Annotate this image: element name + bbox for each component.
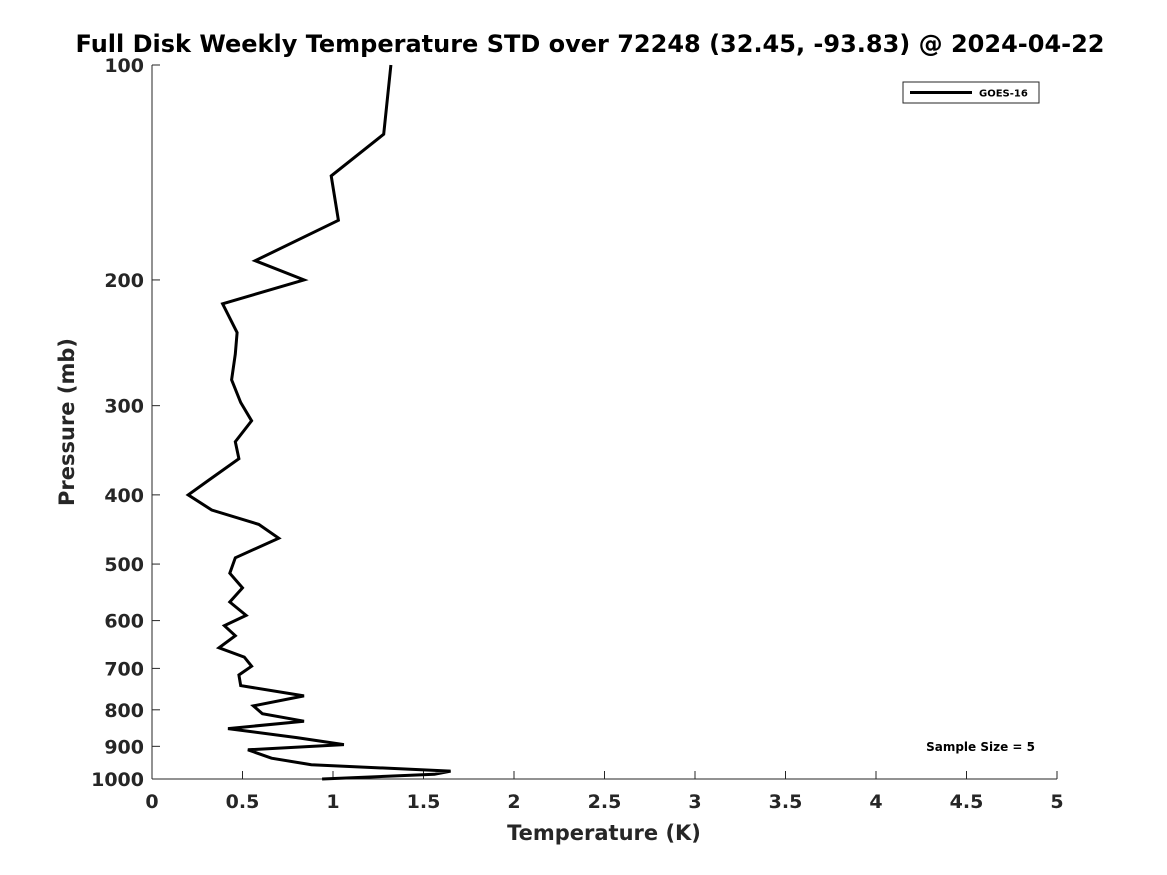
- x-tick-label: 3.5: [769, 791, 803, 813]
- series-layer: [185, 64, 451, 781]
- y-axis-label: Pressure (mb): [55, 338, 79, 506]
- y-tick-label: 700: [104, 658, 144, 680]
- plot-area: 0 0.5 1 1.5 2 2.5 3 3.5 4 4.5 5 100 200 300 400 500 600…: [91, 55, 1064, 813]
- y-tick-label: 600: [104, 611, 144, 633]
- x-tick-label: 0.5: [226, 791, 260, 813]
- sample-size-annotation: Sample Size = 5: [926, 740, 1035, 754]
- y-ticks: 100 200 300 400 500 600 700 800 900 1000: [91, 55, 160, 791]
- x-axis-label: Temperature (K): [507, 821, 701, 845]
- x-tick-label: 2.5: [588, 791, 622, 813]
- x-tick-label: 1.5: [407, 791, 441, 813]
- legend: GOES-16: [902, 81, 1040, 104]
- chart-title: Full Disk Weekly Temperature STD over 72…: [76, 30, 1105, 58]
- series-line-goes-16: [185, 64, 451, 781]
- x-tick-label: 4.5: [950, 791, 984, 813]
- y-tick-label: 300: [104, 396, 144, 418]
- y-tick-label: 800: [104, 700, 144, 722]
- x-ticks: 0 0.5 1 1.5 2 2.5 3 3.5 4 4.5 5: [145, 771, 1064, 813]
- y-tick-label: 100: [104, 55, 144, 77]
- x-tick-label: 4: [869, 791, 882, 813]
- y-tick-label: 900: [104, 736, 144, 758]
- x-tick-label: 2: [507, 791, 520, 813]
- x-tick-label: 3: [688, 791, 701, 813]
- y-tick-label: 500: [104, 554, 144, 576]
- y-tick-label: 200: [104, 270, 144, 292]
- x-tick-label: 5: [1050, 791, 1063, 813]
- x-tick-label: 1: [326, 791, 339, 813]
- y-tick-label: 400: [104, 485, 144, 507]
- x-tick-label: 0: [145, 791, 158, 813]
- legend-label-goes-16: GOES-16: [979, 89, 1028, 100]
- y-tick-label: 1000: [91, 769, 144, 791]
